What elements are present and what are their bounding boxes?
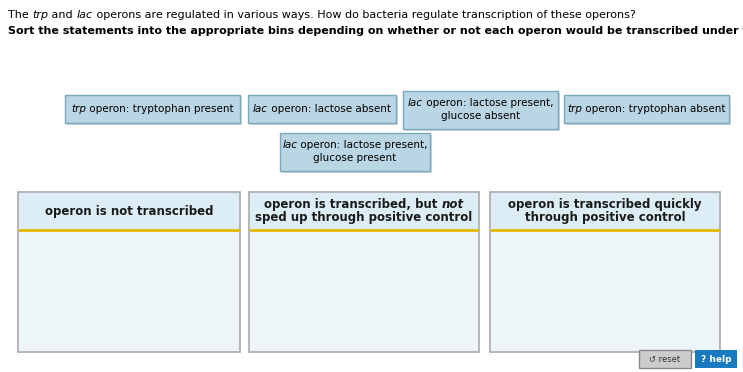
- Bar: [282, 135, 432, 173]
- Text: glucose present: glucose present: [314, 153, 397, 163]
- Bar: [19, 193, 239, 229]
- Bar: [249, 192, 479, 352]
- Bar: [250, 193, 478, 229]
- Bar: [250, 97, 398, 125]
- Text: Sort the statements into the appropriate bins depending on whether or not each o: Sort the statements into the appropriate…: [8, 26, 743, 36]
- Text: and: and: [48, 10, 77, 20]
- Text: through positive control: through positive control: [525, 211, 685, 224]
- Bar: [491, 193, 719, 229]
- Text: ↺ reset: ↺ reset: [649, 355, 681, 363]
- Text: not: not: [441, 198, 464, 211]
- Text: operon is transcribed quickly: operon is transcribed quickly: [508, 198, 701, 211]
- Bar: [65, 95, 240, 123]
- Text: sped up through positive control: sped up through positive control: [256, 211, 473, 224]
- Bar: [248, 95, 396, 123]
- Bar: [403, 91, 558, 129]
- Bar: [490, 192, 720, 352]
- Text: lac: lac: [253, 104, 268, 114]
- Text: operon: lactose present,: operon: lactose present,: [423, 98, 554, 108]
- Bar: [18, 192, 240, 352]
- Text: trp: trp: [32, 10, 48, 20]
- Bar: [67, 97, 242, 125]
- Bar: [564, 95, 729, 123]
- Bar: [566, 97, 731, 125]
- Text: ? help: ? help: [701, 355, 731, 363]
- Text: operon: tryptophan present: operon: tryptophan present: [86, 104, 234, 114]
- Text: operon is transcribed, but: operon is transcribed, but: [265, 198, 441, 211]
- Text: trp: trp: [567, 104, 583, 114]
- Bar: [405, 93, 560, 131]
- Text: operons are regulated in various ways. How do bacteria regulate transcription of: operons are regulated in various ways. H…: [93, 10, 635, 20]
- Text: operon is not transcribed: operon is not transcribed: [45, 205, 213, 218]
- Text: lac: lac: [77, 10, 93, 20]
- Text: operon: lactose present,: operon: lactose present,: [297, 140, 428, 150]
- Text: The: The: [8, 10, 32, 20]
- Text: lac: lac: [282, 140, 297, 150]
- Bar: [639, 350, 691, 368]
- Text: lac: lac: [408, 98, 423, 108]
- Bar: [695, 350, 737, 368]
- Text: operon: tryptophan absent: operon: tryptophan absent: [583, 104, 726, 114]
- Text: trp: trp: [71, 104, 86, 114]
- Text: glucose absent: glucose absent: [441, 111, 520, 121]
- Text: operon: lactose absent: operon: lactose absent: [268, 104, 391, 114]
- Bar: [280, 133, 430, 171]
